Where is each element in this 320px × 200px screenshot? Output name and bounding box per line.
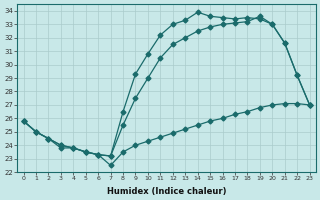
- X-axis label: Humidex (Indice chaleur): Humidex (Indice chaleur): [107, 187, 226, 196]
